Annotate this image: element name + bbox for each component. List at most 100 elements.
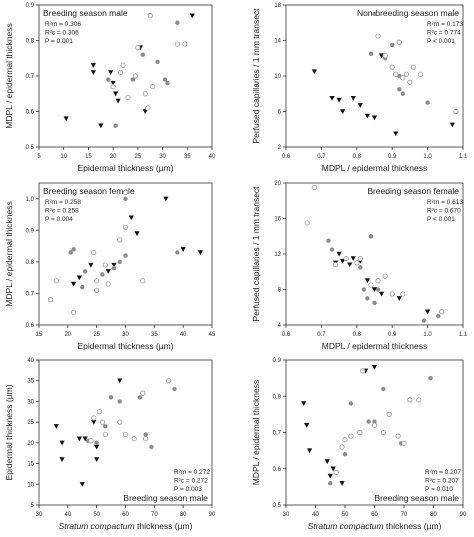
x-tick-label: 0.8: [353, 154, 362, 160]
panel-title: Breeding season female: [367, 186, 459, 196]
data-point-open-circle: [375, 278, 381, 284]
x-tick-label: 1.1: [459, 154, 468, 160]
data-point-triangle: [378, 291, 385, 297]
y-tick-label: 0.6: [273, 467, 282, 473]
data-point-open-circle: [88, 438, 94, 444]
stat-line: R²m = 0.258: [45, 199, 81, 206]
data-point-open-circle: [145, 105, 151, 111]
data-point-open-circle: [122, 431, 129, 438]
data-point-triangle: [111, 262, 117, 268]
data-point-open-circle: [407, 397, 413, 403]
data-point-triangle: [79, 482, 85, 487]
data-point-open-circle: [147, 13, 153, 19]
data-point-triangle: [347, 262, 353, 268]
y-tick-label: 0.9: [273, 358, 282, 364]
data-point-triangle: [371, 287, 378, 293]
x-tick-label: 35: [151, 332, 158, 338]
data-point-triangle: [90, 70, 96, 76]
data-point-triangle: [339, 481, 345, 486]
stat-line: R²m = 0.613: [427, 199, 463, 206]
data-point-open-circle: [439, 309, 445, 315]
stat-line: R²m = 0.306: [45, 21, 81, 28]
x-tick-label: 20: [110, 154, 117, 160]
x-tick-label: 5: [37, 154, 41, 160]
data-point-open-circle: [357, 429, 363, 436]
data-point-open-circle: [94, 287, 100, 293]
data-point-triangle: [76, 275, 82, 281]
y-tick-label: 0.9: [26, 3, 35, 9]
data-point-triangle: [59, 440, 65, 446]
data-point-open-circle: [348, 433, 354, 439]
y-tick-label: 15: [27, 462, 34, 468]
x-tick-label: 25: [135, 154, 142, 160]
data-point-open-circle: [400, 75, 406, 81]
scatter-panel-3: 15 20 25 30 35 40 45 0.6 0.7 0.8 0.9 1.0 Epidermal t…: [4, 182, 216, 351]
y-tick-label: 0.9: [26, 228, 35, 234]
data-point-open-circle: [117, 419, 123, 425]
x-tick-label: 40: [180, 332, 187, 338]
x-tick-label: 30: [36, 512, 43, 518]
y-tick-label: 4: [278, 323, 282, 329]
data-point-open-circle: [332, 262, 339, 268]
x-tick-label: 0.7: [317, 332, 326, 338]
stat-line: R²m = 0.272: [174, 469, 210, 476]
x-tick-label: 0.9: [388, 332, 397, 338]
x-tick-label: 1.0: [423, 332, 432, 338]
data-point-open-circle: [105, 281, 111, 287]
data-point-open-circle: [110, 84, 116, 90]
data-point-open-circle: [375, 33, 381, 39]
data-point-gray-circle: [165, 80, 170, 86]
stat-line: P = 0.003: [174, 486, 202, 493]
data-point-gray-circle: [117, 259, 122, 265]
data-point-triangle: [336, 251, 342, 257]
x-tick-label: 0.8: [353, 332, 362, 338]
data-point-gray-circle: [342, 452, 348, 457]
panel-title: Breeding season female: [43, 186, 135, 196]
data-point-open-circle: [131, 436, 137, 442]
data-point-gray-circle: [100, 272, 105, 277]
data-point-open-circle: [368, 282, 374, 288]
data-point-triangle: [301, 401, 307, 407]
data-point-gray-circle: [365, 296, 370, 301]
stat-line: R²c = 0.670: [427, 208, 461, 215]
data-point-gray-circle: [390, 42, 395, 48]
y-tick-label: 8: [278, 288, 282, 294]
data-point-triangle: [108, 70, 114, 76]
data-point-open-circle: [117, 237, 123, 243]
data-point-gray-circle: [162, 77, 168, 82]
data-point-triangle: [371, 365, 378, 370]
x-axis-label: MDPL / epidermal thickness: [322, 163, 428, 173]
data-point-gray-circle: [71, 247, 76, 252]
data-point-gray-circle: [372, 11, 377, 17]
data-point-gray-circle: [421, 318, 427, 323]
data-point-triangle: [163, 196, 169, 202]
data-point-gray-circle: [366, 419, 371, 424]
data-point-gray-circle: [329, 247, 335, 252]
x-tick-label: 70: [151, 512, 158, 518]
x-tick-label: 90: [460, 512, 467, 518]
x-tick-label: 70: [401, 512, 408, 518]
data-point-triangle: [304, 423, 310, 428]
data-point-triangle: [142, 109, 148, 115]
data-point-gray-circle: [175, 250, 180, 255]
data-point-open-circle: [91, 415, 97, 421]
y-tick-label: 18: [274, 3, 281, 9]
data-point-gray-circle: [358, 265, 363, 270]
stat-line: R²m = 0.207: [425, 469, 461, 476]
data-point-open-circle: [140, 390, 146, 396]
data-point-triangle: [350, 95, 356, 101]
data-point-open-circle: [410, 64, 417, 70]
data-point-triangle: [94, 457, 100, 463]
y-tick-label: 25: [27, 420, 34, 426]
y-tick-label: 35: [27, 379, 34, 385]
data-point-triangle: [105, 269, 111, 274]
y-tick-label: 20: [274, 181, 281, 187]
data-point-gray-circle: [400, 91, 406, 96]
data-point-open-circle: [386, 411, 392, 417]
data-point-gray-circle: [108, 395, 114, 400]
data-point-gray-circle: [172, 386, 177, 392]
data-point-gray-circle: [436, 313, 441, 319]
data-point-triangle: [393, 131, 399, 137]
data-point-gray-circle: [113, 123, 118, 128]
